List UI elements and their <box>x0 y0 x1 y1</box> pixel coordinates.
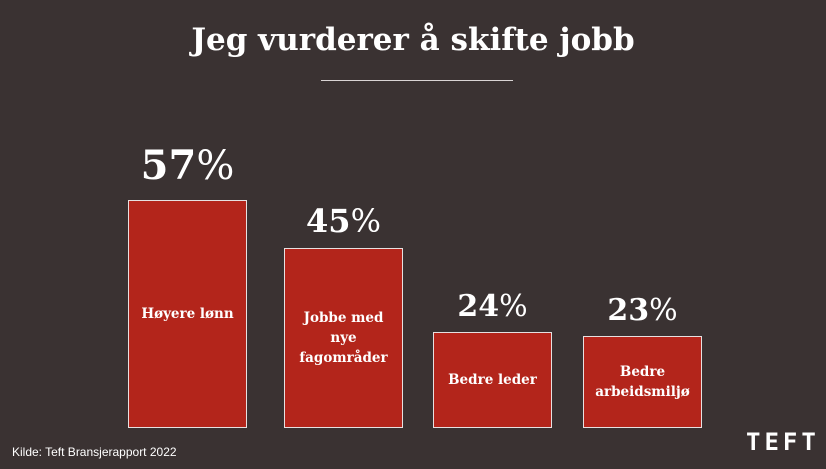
source-note: Kilde: Teft Bransjerapport 2022 <box>12 445 177 459</box>
bar-label-4: Bedre arbeidsmiljø <box>595 364 690 400</box>
percent-sign: % <box>196 143 235 189</box>
bar-label-1: Høyere lønn <box>141 306 234 322</box>
bar-2: Jobbe med nye fagområder <box>284 248 403 428</box>
chart-title: Jeg vurderer å skifte jobb <box>191 22 635 58</box>
teft-logo: TEFT <box>746 428 820 456</box>
bar-label-3: Bedre leder <box>448 372 537 388</box>
percent-sign: % <box>350 201 381 240</box>
bar-3: Bedre leder <box>433 332 552 428</box>
value-label-2: 45% <box>264 202 423 240</box>
percent-sign: % <box>649 292 678 328</box>
value-label-3: 24% <box>413 289 572 324</box>
value-label-4: 23% <box>563 293 722 328</box>
percent-sign: % <box>499 288 528 324</box>
value-number: 24 <box>457 288 500 324</box>
value-number: 57 <box>140 142 197 189</box>
value-label-1: 57% <box>108 142 267 189</box>
value-number: 23 <box>607 292 650 328</box>
title-underline <box>321 80 513 81</box>
bar-4: Bedre arbeidsmiljø <box>583 336 702 428</box>
value-number: 45 <box>306 201 351 240</box>
bar-label-2: Jobbe med nye fagområder <box>299 310 388 366</box>
bar-1: Høyere lønn <box>128 200 247 428</box>
